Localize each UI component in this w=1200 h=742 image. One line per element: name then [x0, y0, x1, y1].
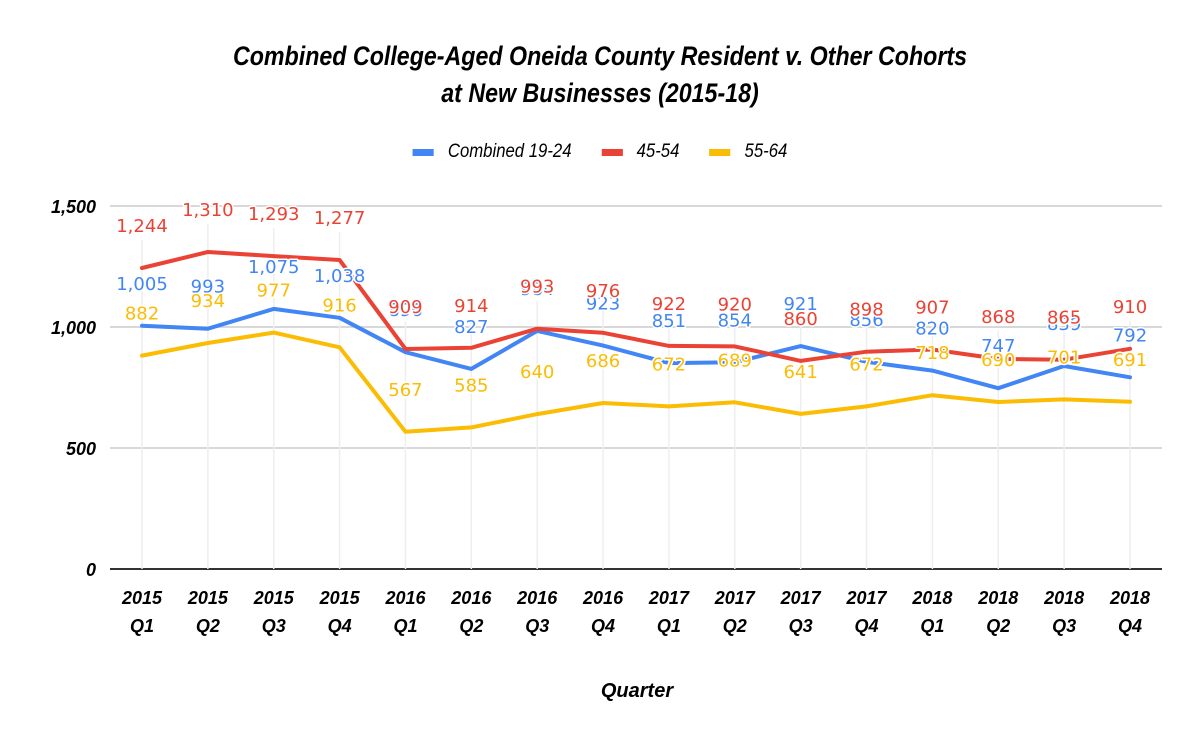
legend-item-combined-19-24[interactable]: Combined 19-24	[412, 141, 572, 163]
x-tick-label-2018-q1: 2018 Q1	[911, 588, 952, 636]
data-label-combined-19-24: 856	[849, 310, 883, 331]
data-label-combined-19-24: 896	[388, 300, 422, 321]
data-label-combined-19-24: 1,005	[116, 274, 168, 295]
x-tick-label-2015-q4: 2015 Q4	[319, 588, 361, 636]
data-label-45-54: 909	[388, 297, 422, 318]
data-label-45-54: 1,244	[116, 216, 168, 237]
legend-label-combined-19-24: Combined 19-24	[447, 141, 572, 162]
data-label-55-64: 585	[454, 375, 488, 396]
data-label-combined-19-24: 851	[652, 311, 686, 332]
x-tick-label-2018-q3: 2018 Q3	[1043, 588, 1084, 636]
data-label-45-54: 914	[454, 296, 488, 317]
y-tick-label: 1,500	[51, 197, 96, 217]
data-label-55-64: 641	[783, 362, 817, 383]
x-tick-label-2015-q2: 2015 Q2	[187, 588, 229, 636]
data-label-45-54: 907	[915, 298, 949, 319]
data-label-55-64: 567	[388, 380, 422, 401]
data-label-45-54: 898	[849, 300, 883, 321]
data-label-55-64: 701	[1047, 347, 1081, 368]
data-label-combined-19-24: 792	[1113, 325, 1147, 346]
data-label-combined-19-24: 923	[586, 294, 620, 315]
data-label-45-54: 865	[1047, 308, 1081, 329]
data-label-45-54: 1,277	[314, 208, 366, 229]
data-label-55-64: 690	[981, 350, 1015, 371]
gridlines	[110, 205, 1162, 570]
series-line-55-64	[140, 330, 1132, 434]
x-tick-label-2016-q2: 2016 Q2	[450, 588, 492, 636]
y-tick-label: 1,000	[51, 318, 96, 338]
y-tick-label: 0	[86, 560, 96, 580]
series-line-combined-19-24	[140, 306, 1132, 391]
series-line-45-54	[140, 250, 1132, 363]
data-label-45-54: 1,310	[182, 200, 234, 221]
data-label-45-54: 922	[652, 294, 686, 315]
legend-label-55-64: 55-64	[744, 141, 788, 162]
chart-title: Combined College-Aged Oneida County Resi…	[84, 38, 1116, 112]
chart-title-line-2: at New Businesses (2015-18)	[441, 78, 759, 108]
legend-swatch-combined-19-24	[412, 148, 434, 156]
legend-swatch-55-64	[709, 148, 731, 156]
data-label-55-64: 686	[586, 351, 620, 372]
x-tick-label-2016-q4: 2016 Q4	[582, 588, 624, 636]
data-label-45-54: 920	[718, 294, 752, 315]
data-label-55-64: 672	[849, 354, 883, 375]
data-label-55-64: 689	[718, 350, 752, 371]
data-label-combined-19-24: 1,038	[314, 266, 366, 287]
data-label-55-64: 672	[652, 354, 686, 375]
legend-swatch-45-54	[601, 148, 623, 156]
x-tick-label-2018-q4: 2018 Q4	[1109, 588, 1150, 636]
data-label-45-54: 1,293	[248, 204, 300, 225]
data-label-45-54: 868	[981, 307, 1015, 328]
x-tick-label-2017-q1: 2017 Q1	[648, 588, 690, 636]
x-tick-label-2015-q3: 2015 Q3	[253, 588, 295, 636]
data-label-combined-19-24: 839	[1047, 314, 1081, 335]
y-tick-label: 500	[66, 439, 96, 459]
data-label-55-64: 916	[322, 295, 356, 316]
data-label-45-54: 976	[586, 281, 620, 302]
legend-item-55-64[interactable]: 55-64	[709, 141, 787, 163]
data-label-combined-19-24: 993	[191, 277, 225, 298]
chart-title-line-1: Combined College-Aged Oneida County Resi…	[232, 41, 968, 71]
x-tick-label-2017-q4: 2017 Q4	[846, 588, 888, 636]
x-tick-label-2016-q3: 2016 Q3	[516, 588, 558, 636]
x-tick-label-2017-q3: 2017 Q3	[780, 588, 822, 636]
series-lines	[140, 250, 1132, 434]
data-label-55-64: 882	[125, 304, 159, 325]
data-label-55-64: 977	[257, 281, 291, 302]
data-label-55-64: 718	[915, 343, 949, 364]
data-label-combined-19-24: 827	[454, 317, 488, 338]
data-label-combined-19-24: 984	[520, 279, 554, 300]
y-axis-ticks: 0 500 1,000 1,500	[51, 197, 96, 580]
data-label-combined-19-24: 854	[718, 310, 752, 331]
x-tick-label-2016-q1: 2016 Q1	[384, 588, 426, 636]
data-label-combined-19-24: 747	[981, 336, 1015, 357]
data-label-55-64: 934	[191, 291, 225, 312]
legend-item-45-54[interactable]: 45-54	[601, 141, 679, 163]
x-axis-ticks: 2015 Q1 2015 Q2 2015 Q3 2015 Q4 2016 Q1 2016 Q2 2016…	[121, 588, 1150, 636]
data-label-55-64: 640	[520, 362, 554, 383]
data-label-combined-19-24: 921	[783, 294, 817, 315]
x-tick-label-2015-q1: 2015 Q1	[121, 588, 163, 636]
data-label-combined-19-24: 820	[915, 319, 949, 340]
legend: Combined 19-24 45-54 55-64	[72, 141, 1128, 163]
x-tick-label-2017-q2: 2017 Q2	[714, 588, 756, 636]
data-label-45-54: 860	[783, 309, 817, 330]
data-label-55-64: 691	[1113, 350, 1147, 371]
data-label-combined-19-24: 1,075	[248, 257, 300, 278]
x-tick-label-2018-q2: 2018 Q2	[977, 588, 1018, 636]
data-label-45-54: 910	[1113, 297, 1147, 318]
data-label-45-54: 993	[520, 277, 554, 298]
legend-label-45-54: 45-54	[636, 141, 680, 162]
x-axis-title: Quarter	[601, 680, 674, 702]
